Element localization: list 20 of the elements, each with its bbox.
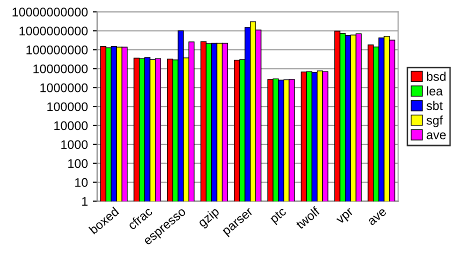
x-tick-label: gzip xyxy=(197,206,222,230)
y-tick-label: 10000000 xyxy=(33,64,88,74)
x-tick-label: ave xyxy=(368,208,387,226)
legend-label: lea xyxy=(427,86,443,96)
y-tick-label: 100000000 xyxy=(26,46,88,54)
y-tick-label: 10 xyxy=(75,178,88,187)
y-tick-label: 10000000000 xyxy=(12,8,88,16)
legend-label: sbt xyxy=(426,100,443,110)
x-tick-label: vpr xyxy=(336,208,356,226)
y-tick-label: 1000000000 xyxy=(20,26,88,36)
y-tick-label: 1000 xyxy=(61,140,88,150)
y-tick-label: 10000 xyxy=(54,121,88,130)
y-tick-label: 100000 xyxy=(47,102,88,112)
legend-label: bsd xyxy=(426,72,446,81)
legend-label: sgf xyxy=(426,116,443,128)
x-tick-label: ptc xyxy=(270,207,288,226)
y-tick-label: 1 xyxy=(82,197,88,206)
y-tick-label: 1000000 xyxy=(40,83,88,92)
legend-label: ave xyxy=(426,132,446,140)
y-tick-label: 100 xyxy=(68,159,88,168)
